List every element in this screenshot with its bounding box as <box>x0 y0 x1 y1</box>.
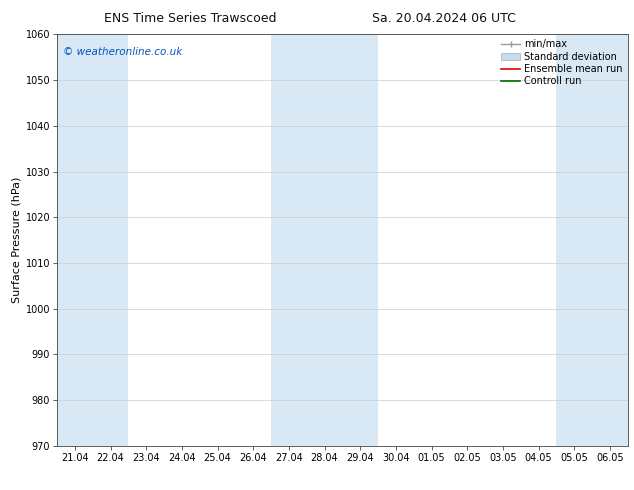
Text: © weatheronline.co.uk: © weatheronline.co.uk <box>63 47 182 57</box>
Y-axis label: Surface Pressure (hPa): Surface Pressure (hPa) <box>11 177 22 303</box>
Text: Sa. 20.04.2024 06 UTC: Sa. 20.04.2024 06 UTC <box>372 12 515 25</box>
Text: ENS Time Series Trawscoed: ENS Time Series Trawscoed <box>104 12 276 25</box>
Bar <box>57 34 128 446</box>
Legend: min/max, Standard deviation, Ensemble mean run, Controll run: min/max, Standard deviation, Ensemble me… <box>501 39 623 86</box>
Bar <box>557 34 628 446</box>
Bar <box>271 34 378 446</box>
